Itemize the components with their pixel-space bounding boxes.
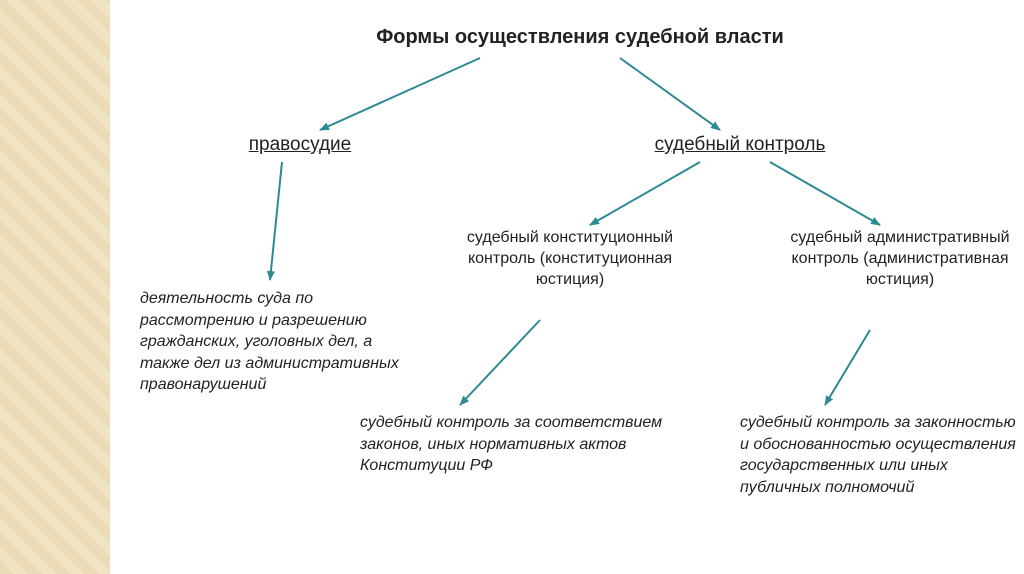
leaf-justice-description: деятельность суда по рассмотрению и разр… xyxy=(140,288,420,396)
branch-judicial-control: судебный контроль xyxy=(620,134,860,156)
branch-justice: правосудие xyxy=(210,134,390,156)
leaf-administrative-description: судебный контроль за законностью и обосн… xyxy=(740,412,1020,498)
decorative-sidebar xyxy=(0,0,110,574)
diagram-title: Формы осуществления судебной власти xyxy=(300,26,860,49)
node-administrative-control: судебный административный контроль (адми… xyxy=(790,228,1010,290)
node-constitutional-control: судебный конституционный контроль (конст… xyxy=(450,228,690,290)
leaf-constitutional-description: судебный контроль за соответствием закон… xyxy=(360,412,700,477)
